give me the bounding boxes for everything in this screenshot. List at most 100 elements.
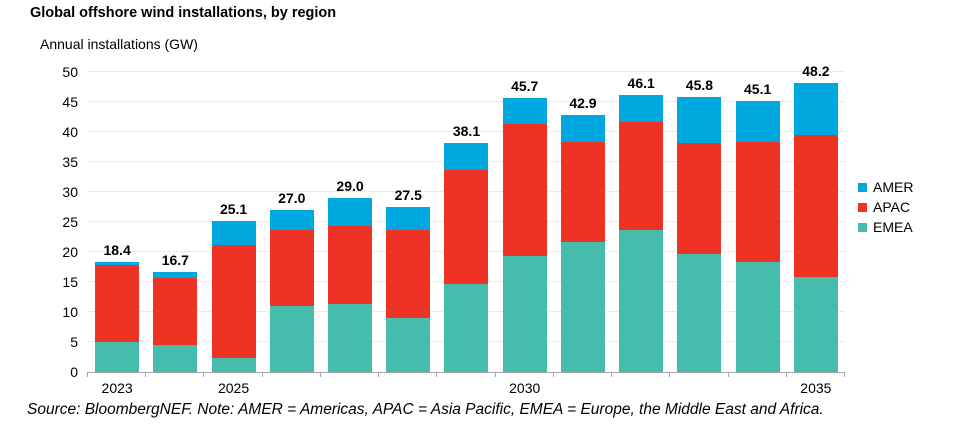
x-axis-tick: [785, 372, 787, 377]
x-axis-tick: [378, 372, 380, 377]
x-axis-tick: [669, 372, 671, 377]
x-axis-tick: [319, 372, 321, 377]
bar-2031: 42.9: [554, 72, 612, 372]
bar-2033: 45.8: [670, 72, 728, 372]
y-tick-label: 50: [62, 64, 78, 80]
bar-2026: 27.0: [263, 72, 321, 372]
bar-2034: 45.1: [729, 72, 787, 372]
bar-segment-apac: [95, 264, 140, 342]
bar-segment-amer: [444, 143, 489, 170]
x-axis-tick: [203, 372, 205, 377]
bar-2025: 25.1 2025: [204, 72, 262, 396]
x-axis-tick: [727, 372, 729, 377]
bar-total-label: 16.7: [161, 251, 189, 268]
bar-segment-amer: [735, 101, 780, 143]
bar-segment-apac: [328, 226, 373, 305]
y-tick-label: 35: [62, 154, 78, 170]
legend-label: APAC: [873, 199, 911, 215]
bar-segment-apac: [677, 142, 722, 255]
x-tick-label: 2025: [217, 380, 250, 396]
bar-segment-amer: [153, 271, 198, 279]
x-tick-label: 2023: [101, 380, 133, 396]
bar-2029: 38.1: [437, 72, 495, 372]
bar-segment-apac: [502, 123, 547, 256]
source-note: Source: BloombergNEF. Note: AMER = Ameri…: [27, 401, 824, 418]
x-tick-label: 2035: [800, 380, 832, 396]
x-axis-tick: [611, 372, 613, 377]
x-axis-tick: [844, 372, 845, 377]
bar-2032: 46.1: [612, 72, 670, 372]
legend-item-emea: EMEA: [858, 217, 913, 237]
bar-total-label: 27.0: [278, 190, 306, 206]
x-axis-tick: [87, 372, 88, 377]
bar-segment-amer: [560, 114, 605, 142]
bar-total-label: 48.2: [802, 62, 830, 79]
bar-segment-amer: [328, 198, 373, 227]
bar-2027: 29.0: [321, 72, 379, 372]
bar-segment-emea: [211, 357, 256, 372]
gridline: [88, 101, 845, 102]
x-axis-tick: [145, 372, 147, 377]
y-tick-label: 10: [62, 304, 78, 320]
bar-segment-amer: [95, 261, 140, 265]
bar-total-label: 18.4: [103, 241, 131, 258]
bar-segment-amer: [793, 82, 838, 135]
bar-segment-amer: [677, 97, 722, 143]
x-axis-tick: [261, 372, 263, 377]
x-tick-label: 2030: [509, 380, 541, 396]
bar-segment-apac: [793, 135, 838, 277]
bar-segment-emea: [386, 318, 431, 372]
plot-area: 18.4 2023 16.7 25.1 2025 27.0 29.0 27.5 38.1 45.7…: [87, 63, 845, 396]
bar-segment-emea: [153, 345, 198, 372]
gridline: [88, 131, 845, 132]
bar-segment-emea: [502, 255, 547, 372]
bar-total-label: 46.1: [627, 75, 655, 92]
legend-swatch-emea: [858, 222, 867, 232]
bar-segment-apac: [560, 141, 605, 242]
legend-label: AMER: [873, 179, 914, 195]
y-tick-label: 20: [62, 244, 78, 260]
y-tick-label: 0: [70, 364, 78, 380]
bar-2035: 48.2 2035: [787, 63, 845, 396]
bar-total-label: 29.0: [336, 178, 364, 194]
x-axis-tick: [436, 372, 438, 377]
bar-total-label: 45.8: [685, 77, 714, 94]
bar-segment-apac: [444, 169, 489, 285]
bar-segment-emea: [619, 229, 664, 372]
bar-total-label: 45.1: [744, 81, 772, 98]
bar-segment-amer: [386, 207, 431, 230]
y-tick-label: 40: [62, 124, 78, 140]
y-tick-label: 45: [62, 94, 78, 110]
bar-segment-apac: [211, 244, 256, 358]
y-tick-label: 15: [62, 274, 78, 290]
bar-total-label: 42.9: [569, 94, 597, 111]
bar-segment-emea: [793, 276, 838, 372]
y-tick-label: 25: [62, 214, 78, 230]
bar-total-label: 38.1: [452, 123, 481, 140]
bar-segment-emea: [269, 306, 314, 372]
legend-swatch-apac: [858, 202, 867, 212]
bar-segment-apac: [153, 278, 198, 345]
y-axis-tick-labels: 0 5 10 15 20 25 30 35 40 45 50: [30, 64, 78, 380]
bar-segment-emea: [735, 261, 780, 372]
bar-2028: 27.5: [379, 72, 437, 372]
bar-2024: 16.7: [146, 72, 204, 372]
bar-segment-apac: [386, 229, 431, 318]
bar-2030: 45.7 2030: [496, 72, 554, 396]
bar-total-label: 25.1: [219, 201, 248, 218]
bar-segment-emea: [95, 342, 140, 372]
bar-segment-amer: [211, 221, 256, 245]
x-axis-tick: [494, 372, 496, 377]
bar-segment-emea: [444, 284, 489, 372]
y-tick-label: 5: [70, 334, 78, 350]
bar-segment-amer: [619, 95, 664, 123]
legend-label: EMEA: [873, 219, 913, 235]
bar-segment-amer: [502, 97, 547, 124]
bar-segment-emea: [560, 241, 605, 372]
bar-total-label: 27.5: [394, 187, 422, 203]
chart-title: Global offshore wind installations, by r…: [30, 5, 337, 21]
legend-swatch-amer: [858, 182, 867, 192]
bar-segment-apac: [735, 142, 780, 262]
y-axis-title: Annual installations (GW): [40, 36, 198, 52]
bar-segment-amer: [269, 210, 314, 231]
